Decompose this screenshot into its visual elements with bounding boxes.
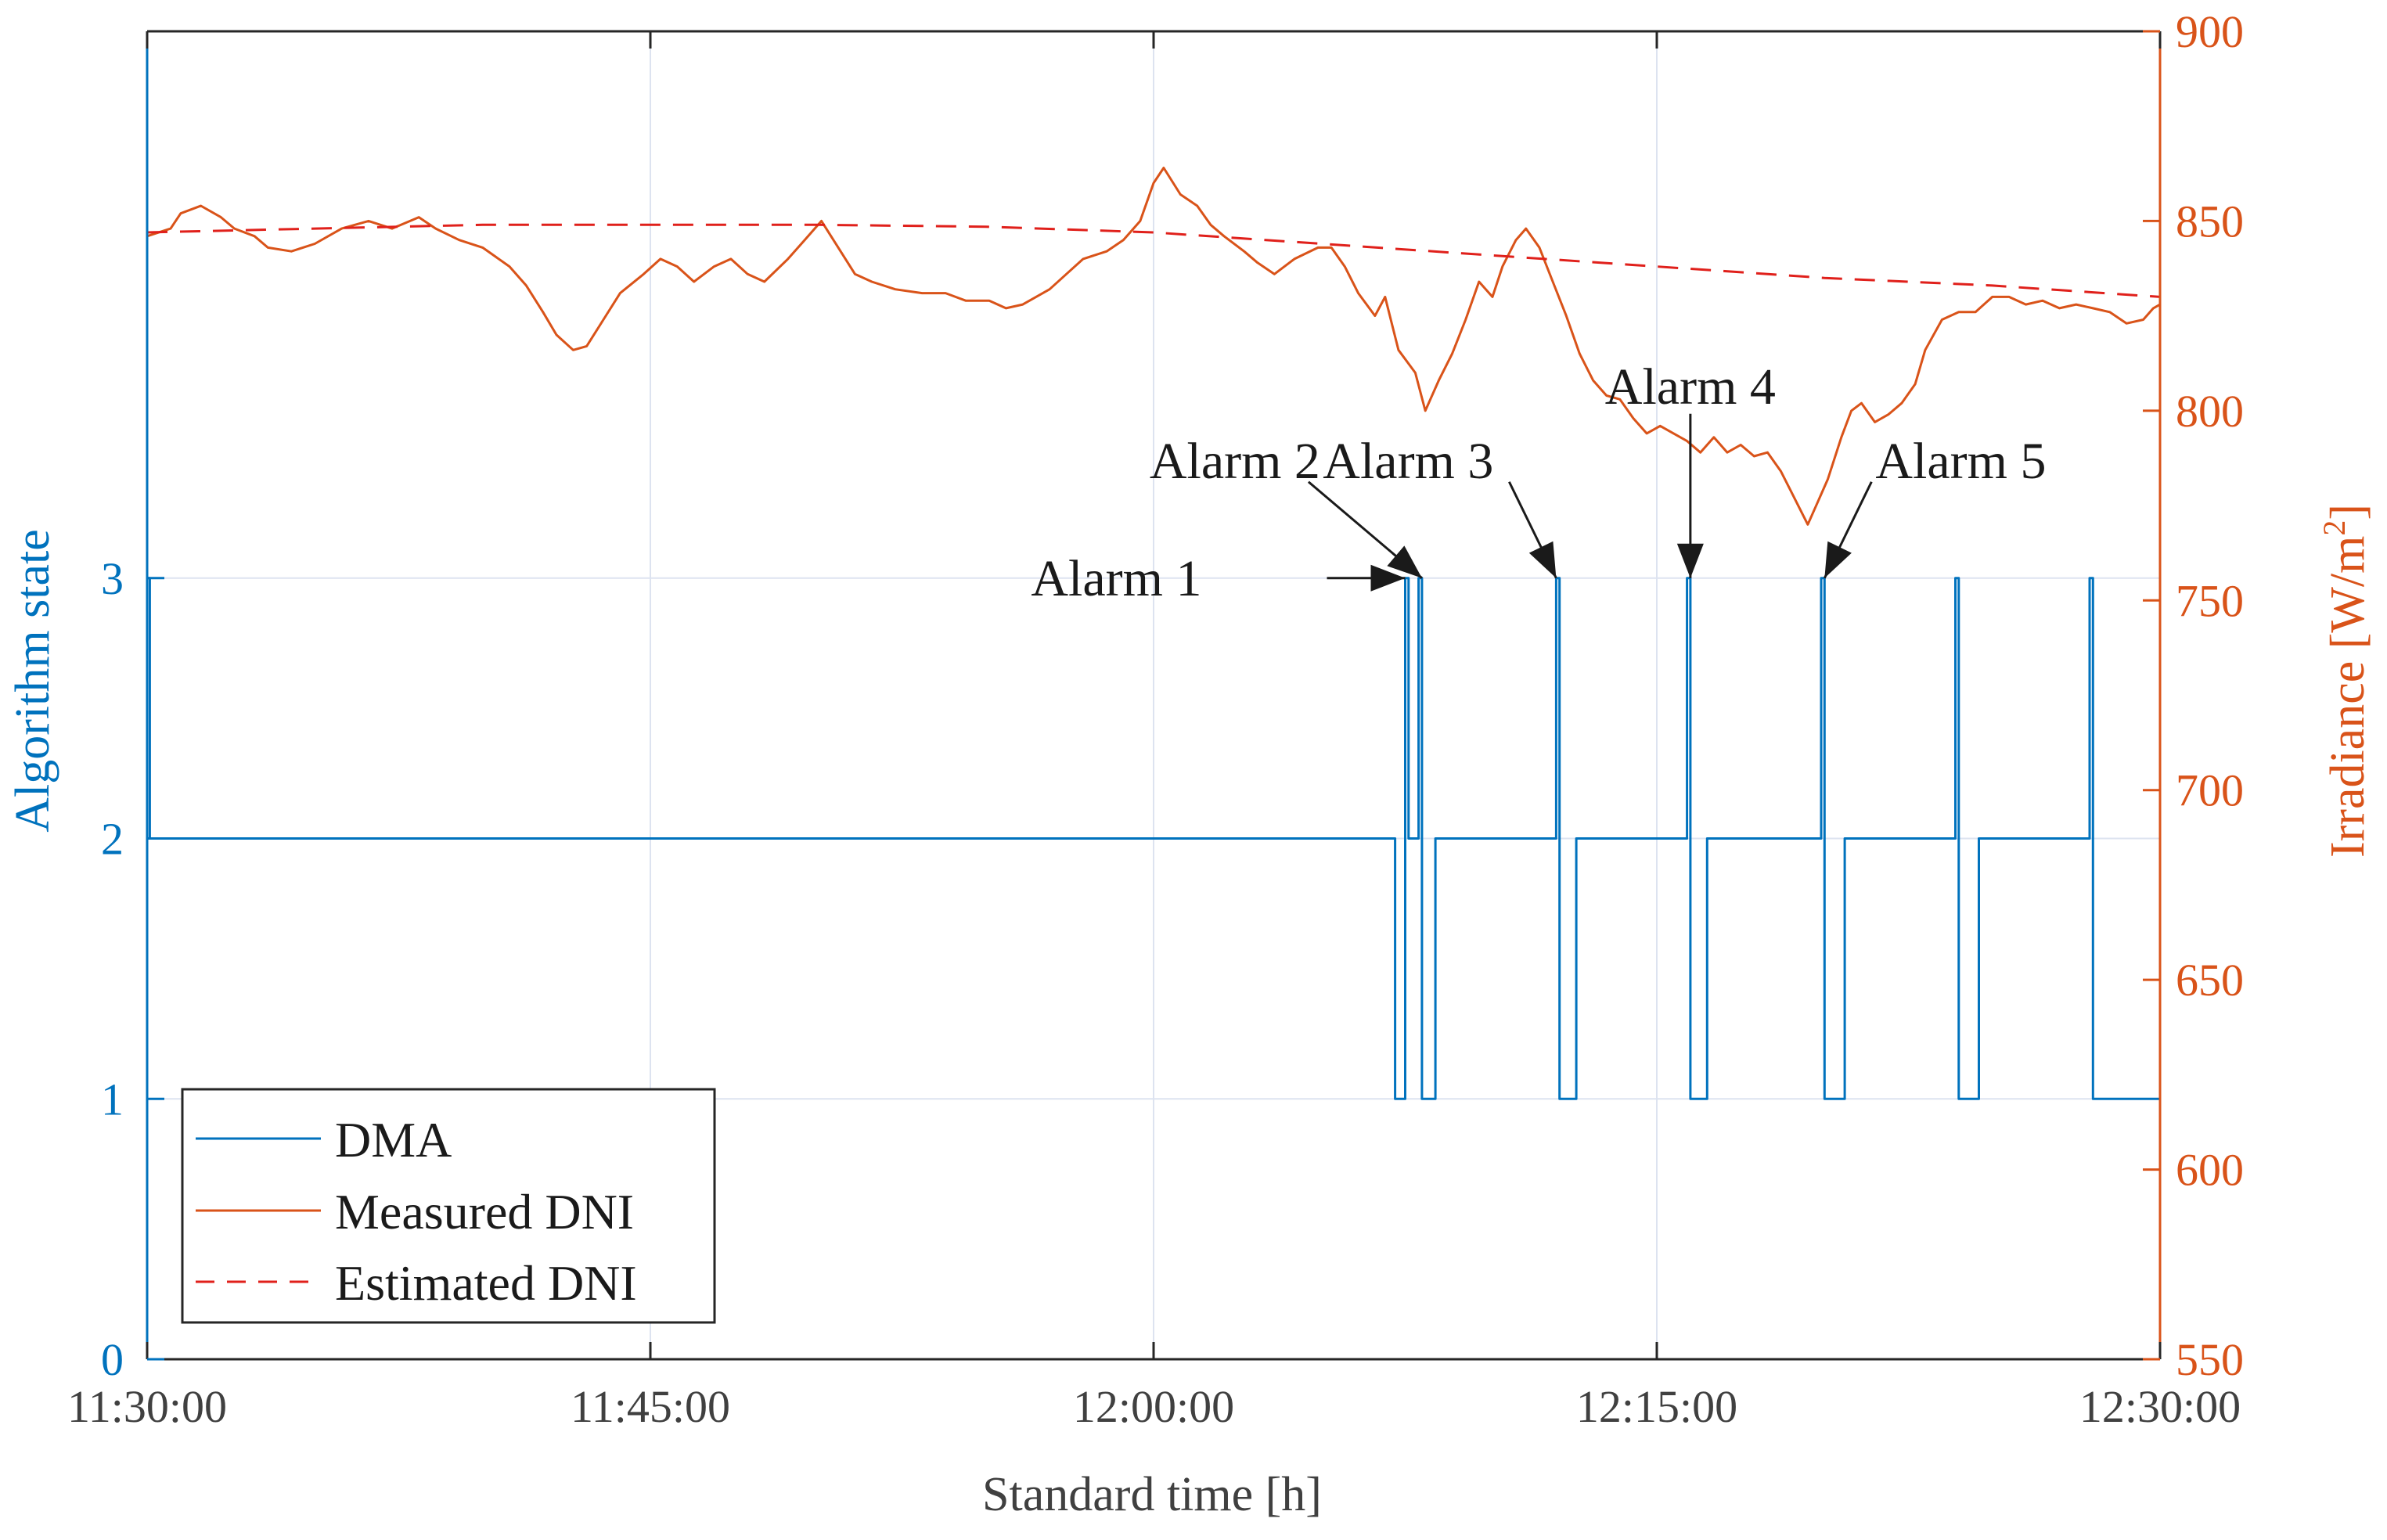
y-left-tick-label: 2	[101, 814, 124, 865]
y-left-axis-title: Algorithm state	[6, 529, 59, 832]
y-left-tick-label: 1	[101, 1074, 124, 1124]
legend: DMA Measured DNI Estimated DNI	[181, 1088, 716, 1324]
alarm-label: Alarm 4	[1605, 358, 1776, 416]
alarm-arrow-head	[1387, 545, 1422, 578]
y-left-tick-label: 0	[101, 1334, 124, 1385]
alarm-arrow-head	[1824, 541, 1852, 578]
legend-label-estimated-dni: Estimated DNI	[335, 1255, 637, 1311]
y-right-axis-title: Irradiance [W/m2]	[2317, 504, 2374, 858]
y-right-tick-label: 900	[2176, 6, 2244, 57]
alarm-arrow-head	[1676, 543, 1704, 578]
axis-ticks: 11:30:00 11:45:00 12:00:00 12:15:00 12:30:00…	[67, 6, 2244, 1432]
y-left-tick-label: 3	[101, 553, 124, 604]
y-right-tick-label: 700	[2176, 765, 2244, 816]
x-axis-title: Standard time [h]	[982, 1468, 1322, 1521]
y-right-axis-title-sup: 2	[2317, 520, 2352, 536]
alarm-label: Alarm 3	[1323, 433, 1493, 490]
alarm-label: Alarm 2	[1150, 433, 1320, 490]
alarm-label: Alarm 1	[1031, 550, 1201, 607]
y-right-tick-label: 800	[2176, 386, 2244, 437]
y-right-tick-label: 650	[2176, 955, 2244, 1006]
y-right-tick-label: 600	[2176, 1145, 2244, 1196]
series-line-measured-dni	[146, 167, 2161, 526]
x-tick-label: 12:30:00	[2079, 1381, 2241, 1432]
legend-label-dma: DMA	[335, 1112, 452, 1168]
series-line-estimated-dni	[146, 223, 2161, 298]
x-tick-label: 12:00:00	[1073, 1381, 1234, 1432]
legend-label-measured-dni: Measured DNI	[335, 1184, 634, 1240]
x-tick-label: 11:30:00	[67, 1381, 227, 1432]
y-right-axis-title-main: Irradiance [W/m	[2321, 536, 2374, 858]
alarm-arrow-head	[1370, 564, 1406, 592]
plot-series	[146, 167, 2161, 1100]
x-tick-label: 11:45:00	[571, 1381, 730, 1432]
y-right-axis-title-end: ]	[2321, 504, 2374, 520]
y-right-tick-label: 750	[2176, 575, 2244, 626]
x-tick-label: 12:15:00	[1576, 1381, 1737, 1432]
alarm-arrow-head	[1528, 541, 1557, 578]
y-right-tick-label: 550	[2176, 1334, 2244, 1385]
y-right-tick-label: 850	[2176, 196, 2244, 246]
alarm-annotations: Alarm 1 Alarm 2 Alarm 3 Alarm 4 Alarm 5	[1031, 358, 2046, 607]
series-line-dma	[147, 577, 2160, 1100]
alarm-label: Alarm 5	[1875, 433, 2046, 490]
legend-box	[181, 1088, 716, 1324]
